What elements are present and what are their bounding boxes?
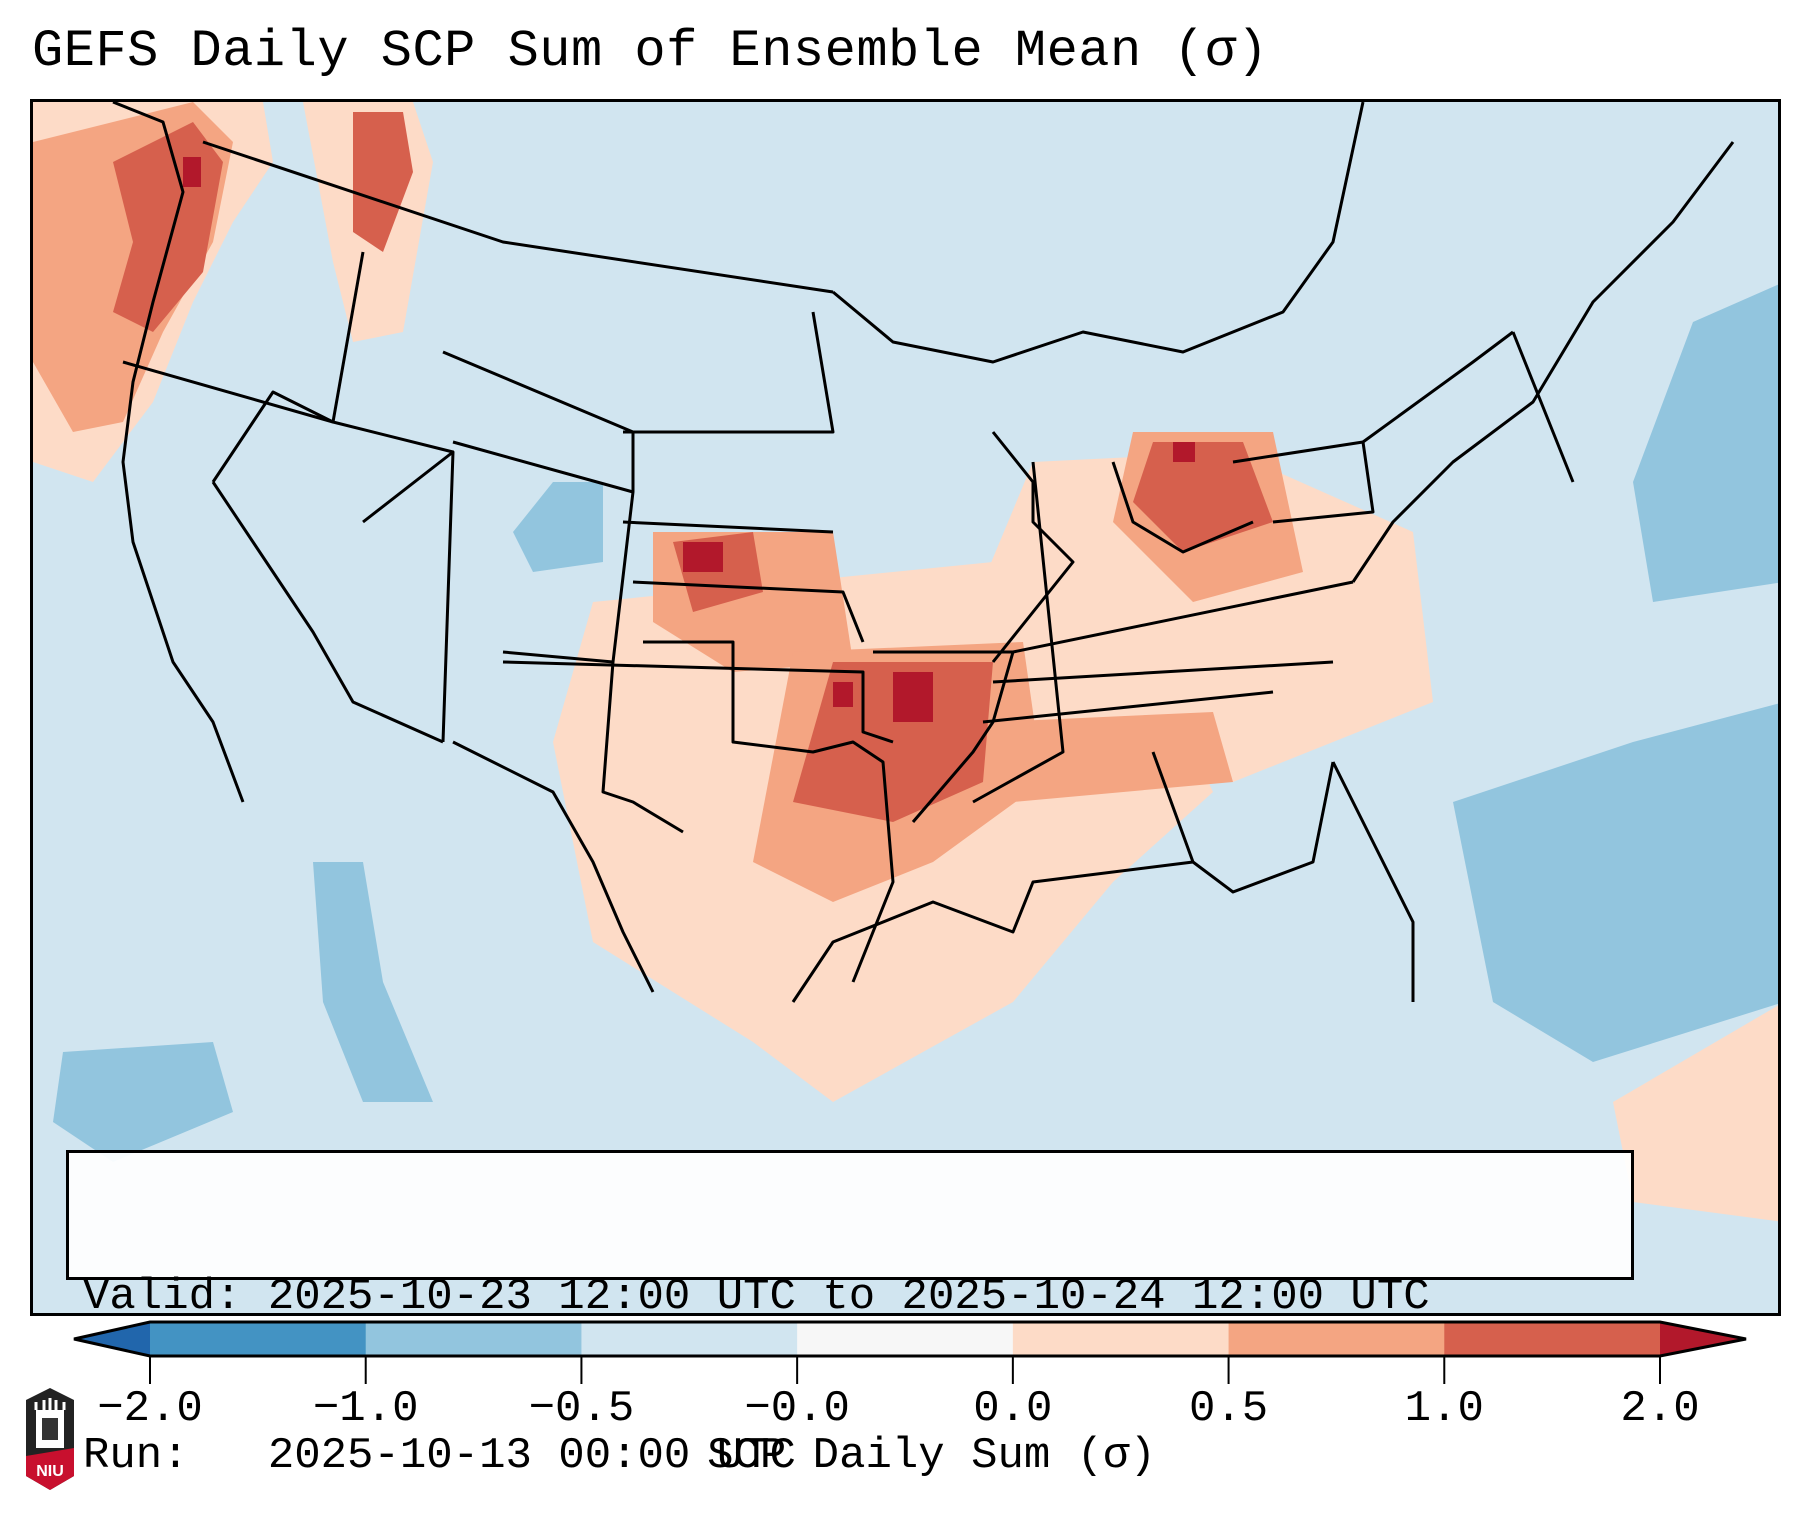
border-line xyxy=(362,450,455,743)
colorbar xyxy=(73,1320,1747,1384)
colorbar-bin xyxy=(365,1322,582,1356)
border-line xyxy=(791,860,1194,1003)
colorbar-bin xyxy=(150,1322,367,1356)
border-line xyxy=(601,661,684,834)
colorbar-tick-label: 2.0 xyxy=(1620,1384,1700,1434)
anomaly-pnw-peak xyxy=(183,157,201,187)
colorbar-over-arrow xyxy=(1660,1322,1746,1356)
border-line xyxy=(331,251,365,423)
colorbar-tick-label: 0.0 xyxy=(973,1384,1053,1434)
border-line xyxy=(1362,330,1514,444)
colorbar-bin xyxy=(797,1322,1014,1356)
border-line xyxy=(832,102,1365,364)
colorbar-bin xyxy=(581,1322,798,1356)
anomaly-arkansas-peak xyxy=(893,672,933,722)
colorbar-bin xyxy=(1228,1322,1445,1356)
anomaly-nrockies-strong xyxy=(353,112,413,252)
border-line xyxy=(1151,751,1335,894)
border-line xyxy=(1331,761,1415,1002)
anomaly-colorado-blue xyxy=(513,482,603,572)
border-line xyxy=(442,350,635,492)
colorbar-tick-label: −2.0 xyxy=(97,1384,203,1434)
border-line xyxy=(211,481,444,744)
colorbar-tick-label: −0.5 xyxy=(528,1384,635,1434)
logo-text: NIU xyxy=(36,1463,64,1480)
anomaly-atlantic-north-blue xyxy=(1633,284,1778,602)
anomaly-tennessee-mid xyxy=(993,712,1233,802)
run-label: Run: xyxy=(83,1431,189,1481)
anomaly-gulf-california-blue xyxy=(313,862,433,1102)
map-panel xyxy=(30,99,1781,1316)
border-line xyxy=(1012,580,1354,654)
run-line: Run: 2025-10-13 00:00 UTC xyxy=(83,1430,1617,1483)
anomaly-kansas-peak xyxy=(683,542,723,572)
border-line xyxy=(502,660,894,744)
border-line xyxy=(622,520,834,534)
border-line xyxy=(1511,331,1575,483)
colorbar-bin xyxy=(1012,1322,1230,1356)
border-line xyxy=(632,580,865,643)
valid-value: 2025-10-23 12:00 UTC to 2025-10-24 12:00… xyxy=(267,1272,1430,1322)
border-line xyxy=(972,461,1065,804)
valid-line: Valid: 2025-10-23 12:00 UTC to 2025-10-2… xyxy=(83,1271,1617,1324)
border-line xyxy=(623,311,835,434)
niu-logo-icon: NIU xyxy=(26,1388,74,1490)
border-line xyxy=(112,102,245,803)
anomaly-pacific-blue xyxy=(53,1042,233,1162)
anomaly-atlantic-south-blue xyxy=(1453,703,1778,1062)
border-line xyxy=(982,690,1274,724)
run-value: 2025-10-13 00:00 UTC xyxy=(267,1431,796,1481)
map-canvas xyxy=(33,102,1778,1222)
colorbar-tick-label: 0.5 xyxy=(1188,1384,1269,1434)
valid-label: Valid: xyxy=(83,1272,242,1322)
colorbar-under-arrow xyxy=(74,1322,150,1356)
colorbar-bin xyxy=(1444,1322,1661,1356)
border-line xyxy=(643,640,895,983)
border-line xyxy=(122,360,454,454)
colorbar-tick-label: −0.0 xyxy=(744,1384,850,1434)
anomaly-ohio-strong xyxy=(1133,442,1273,552)
colorbar-tick-label: 1.0 xyxy=(1404,1384,1484,1434)
chart-title: GEFS Daily SCP Sum of Ensemble Mean (σ) xyxy=(32,22,1269,81)
border-line xyxy=(1232,440,1375,524)
anomaly-oklahoma-peak xyxy=(833,682,853,707)
border-line xyxy=(1111,461,1254,554)
border-line xyxy=(452,440,635,664)
border-line xyxy=(211,390,334,483)
valid-run-info-box: Valid: 2025-10-23 12:00 UTC to 2025-10-2… xyxy=(66,1150,1634,1481)
colorbar-tick-label: −1.0 xyxy=(312,1384,419,1434)
border-line xyxy=(202,140,834,294)
anomaly-fill-layer xyxy=(33,102,1778,1222)
state-borders xyxy=(112,102,1735,1003)
border-line xyxy=(992,660,1334,684)
colorbar-label: SCP Daily Sum (σ) xyxy=(707,1431,1156,1481)
border-line xyxy=(452,740,655,993)
anomaly-ohio-valley-light xyxy=(983,452,1433,782)
border-line xyxy=(1351,141,1735,583)
anomaly-caribbean-light xyxy=(1613,1005,1778,1222)
anomaly-ohio-peak xyxy=(1173,442,1195,462)
